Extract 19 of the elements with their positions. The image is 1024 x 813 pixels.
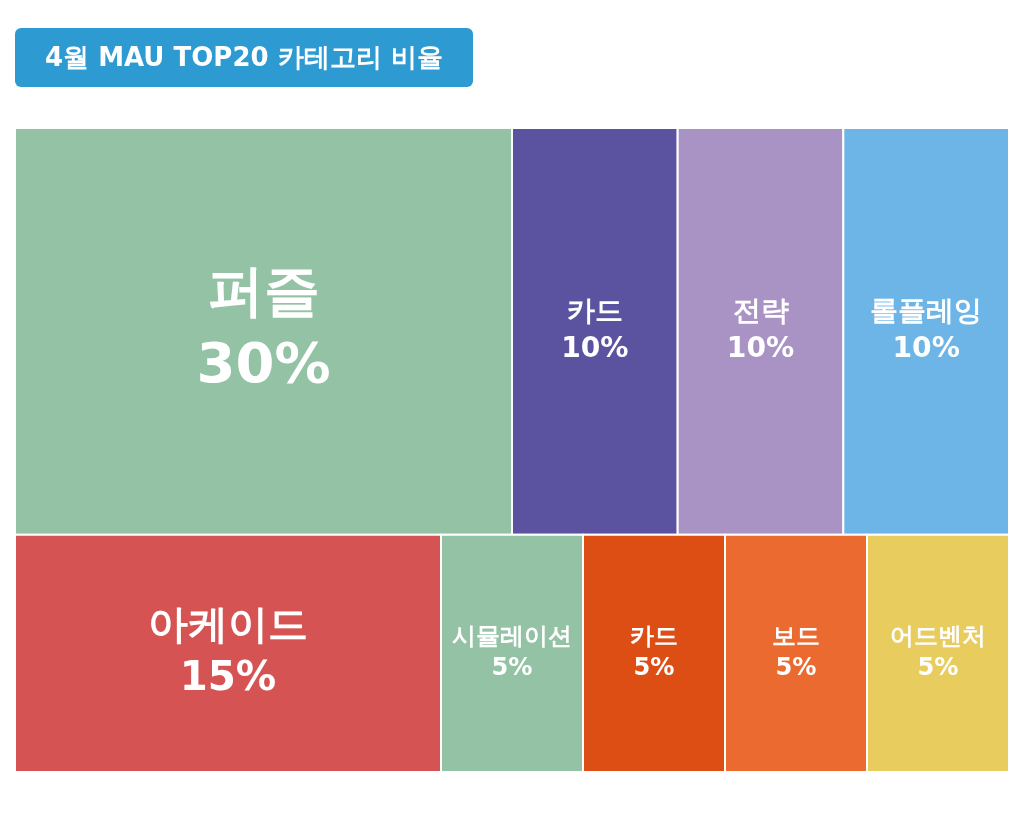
text: 4월 MAU TOP20 카테고리 비율 [15, 28, 473, 87]
data-label: 5% [917, 653, 959, 682]
category-label: 전략 [732, 294, 789, 328]
data-label: 5% [491, 653, 533, 682]
category-label: 퍼즐 [207, 257, 320, 323]
category-label: 롤플레잉 [870, 294, 983, 328]
data-label: 5% [633, 653, 675, 682]
category-label: 카드 [630, 621, 678, 650]
category-label: 시뮬레이션 [452, 621, 572, 650]
data-label: 10% [892, 330, 960, 364]
data-label: 30% [196, 330, 331, 396]
data-label: 15% [179, 653, 277, 701]
category-label: 아케이드 [148, 600, 308, 648]
category-label: 카드 [566, 294, 623, 328]
data-label: 5% [775, 653, 817, 682]
category-label: 어드벤처 [890, 621, 986, 650]
data-label: 10% [726, 330, 795, 364]
category-label: 보드 [772, 621, 820, 650]
data-label: 10% [561, 330, 629, 364]
